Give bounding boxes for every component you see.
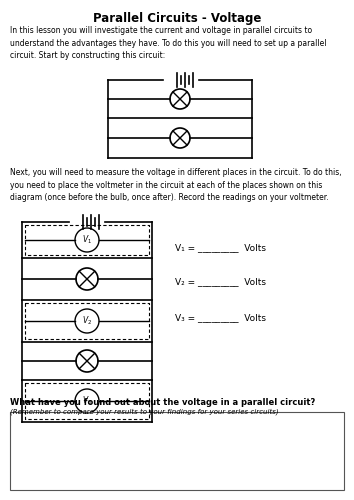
Circle shape xyxy=(76,350,98,372)
Text: Parallel Circuits - Voltage: Parallel Circuits - Voltage xyxy=(93,12,261,25)
Text: In this lesson you will investigate the current and voltage in parallel circuits: In this lesson you will investigate the … xyxy=(10,26,326,60)
Text: $V_2$: $V_2$ xyxy=(82,315,92,327)
Text: V₁ = _________  Volts: V₁ = _________ Volts xyxy=(175,244,266,252)
Circle shape xyxy=(76,268,98,290)
Text: V₂ = _________  Volts: V₂ = _________ Volts xyxy=(175,278,266,286)
Text: (Remember to compare your results to your findings for your series circuits): (Remember to compare your results to you… xyxy=(10,408,279,414)
Circle shape xyxy=(75,389,99,413)
Circle shape xyxy=(75,228,99,252)
Text: Next, you will need to measure the voltage in different places in the circuit. T: Next, you will need to measure the volta… xyxy=(10,168,342,202)
Circle shape xyxy=(170,128,190,148)
Text: What have you found out about the voltage in a parallel circuit?: What have you found out about the voltag… xyxy=(10,398,315,407)
Text: $V_3$: $V_3$ xyxy=(82,395,92,407)
Bar xyxy=(10,412,344,490)
Text: V₃ = _________  Volts: V₃ = _________ Volts xyxy=(175,314,266,322)
Circle shape xyxy=(170,89,190,109)
Circle shape xyxy=(75,309,99,333)
Text: $V_1$: $V_1$ xyxy=(82,234,92,246)
